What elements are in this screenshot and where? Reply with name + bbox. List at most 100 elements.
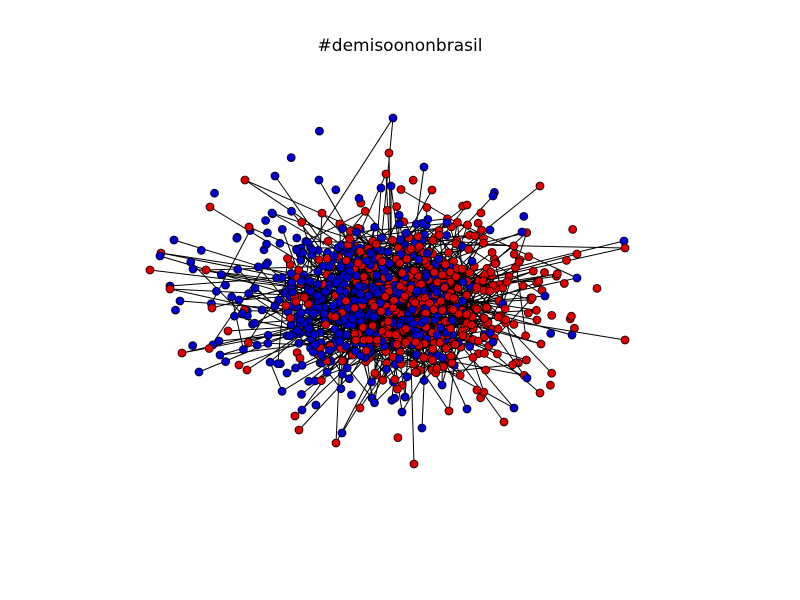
graph-node [257, 305, 267, 315]
graph-node [372, 288, 382, 298]
graph-node [485, 225, 495, 235]
graph-node [472, 304, 482, 314]
graph-node [292, 326, 302, 335]
graph-node [444, 248, 453, 258]
edge [181, 323, 309, 354]
graph-node [486, 267, 496, 277]
graph-node [277, 273, 287, 283]
graph-node [407, 305, 417, 315]
graph-node [394, 219, 404, 229]
graph-node [568, 224, 578, 234]
graph-node [408, 319, 418, 329]
graph-node [242, 365, 252, 375]
graph-node [547, 368, 557, 378]
graph-node [417, 423, 427, 433]
graph-node [331, 185, 341, 195]
graph-node [319, 309, 329, 319]
graph-node [462, 290, 472, 300]
graph-node [467, 320, 476, 330]
graph-node [524, 252, 533, 262]
graph-node [457, 264, 467, 274]
graph-node [480, 313, 489, 323]
graph-node [464, 244, 474, 254]
edge [462, 277, 578, 304]
graph-node [188, 341, 198, 351]
graph-node [322, 367, 332, 377]
graph-node [528, 266, 538, 276]
graph-node [263, 338, 273, 348]
graph-node [388, 113, 398, 123]
graph-node [428, 236, 438, 245]
graph-node [450, 339, 460, 349]
graph-node [238, 345, 248, 354]
graph-node [310, 340, 320, 350]
graph-node [420, 315, 430, 325]
graph-node [397, 268, 407, 278]
graph-node [277, 224, 287, 234]
graph-node [377, 233, 387, 243]
graph-node [286, 153, 296, 163]
graph-node [297, 405, 307, 415]
edge [305, 210, 366, 242]
graph-node [406, 244, 416, 254]
graph-node [479, 238, 488, 248]
graph-node [188, 264, 198, 274]
graph-node [499, 417, 509, 427]
graph-node [227, 292, 237, 302]
graph-node [492, 349, 502, 359]
graph-node [485, 328, 495, 338]
graph-node [376, 183, 386, 193]
graph-node [395, 281, 405, 291]
graph-node [477, 225, 487, 235]
graph-node [432, 277, 442, 287]
graph-node [481, 302, 491, 312]
graph-node [436, 296, 446, 306]
graph-node [376, 306, 386, 316]
graph-node [330, 312, 340, 322]
graph-node [434, 254, 443, 264]
graph-node [428, 344, 438, 354]
graph-node [311, 400, 321, 410]
graph-node [262, 228, 272, 238]
graph-node [518, 281, 528, 291]
graph-node [470, 231, 480, 241]
graph-node [297, 360, 307, 370]
graph-node [384, 148, 394, 158]
graph-node [389, 296, 399, 305]
graph-node [323, 236, 333, 246]
graph-node [363, 291, 373, 301]
graph-node [367, 377, 377, 387]
graph-node [467, 256, 477, 266]
graph-node [175, 296, 185, 306]
edge [446, 342, 505, 423]
graph-node [509, 241, 519, 251]
graph-node [462, 404, 472, 414]
graph-node [273, 359, 283, 369]
graph-node [351, 227, 361, 237]
graph-node [449, 293, 459, 303]
graph-node [336, 384, 346, 394]
graph-node [388, 303, 398, 313]
graph-node [396, 185, 406, 194]
graph-node [394, 210, 404, 220]
graph-node [337, 369, 347, 379]
graph-node [359, 272, 369, 282]
graph-node [309, 308, 318, 318]
graph-node [488, 337, 498, 347]
graph-node [441, 344, 451, 353]
graph-node [535, 181, 545, 191]
graph-node [412, 286, 422, 296]
graph-node [350, 303, 360, 313]
graph-node [567, 311, 576, 321]
graph-node [388, 235, 397, 245]
graph-node [194, 367, 204, 377]
graph-node [252, 340, 262, 350]
graph-node [419, 353, 429, 363]
graph-node [427, 185, 437, 195]
graph-node [395, 258, 405, 268]
edge [169, 288, 302, 319]
graph-node [392, 340, 402, 349]
graph-node [397, 407, 407, 417]
graph-node [411, 350, 421, 360]
graph-node [488, 191, 498, 201]
